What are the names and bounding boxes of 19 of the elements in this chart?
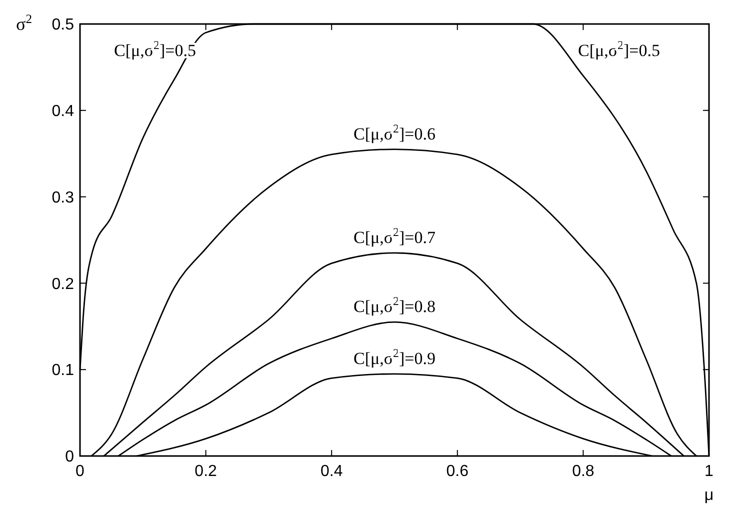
- y-tick-label: 0.1: [52, 362, 74, 380]
- x-tick-label: 0: [76, 463, 85, 480]
- y-axis-title: σ$^{2}$: [16, 12, 32, 34]
- y-tick-label: 0.2: [52, 276, 74, 293]
- x-tick-label: 0.4: [320, 463, 343, 480]
- x-tick-label: 0.2: [194, 463, 218, 480]
- text: C[μ,σ$^{2}$]=0.5: [578, 38, 660, 60]
- series-label: C[μ,σ$^{2}$]=0.7: [354, 224, 436, 247]
- y-tick-label: 0.5: [52, 16, 74, 34]
- y-tick-label: 0.4: [52, 103, 74, 120]
- x-axis-title: μ: [704, 487, 714, 504]
- series-label: C[μ,σ$^{2}$]=0.6: [354, 121, 436, 144]
- series-label: C[μ,σ$^{2}$]=0.8: [354, 294, 436, 316]
- x-tick-label: 0.8: [572, 463, 594, 480]
- x-tick-label: 1: [704, 463, 714, 480]
- series-label: C[μ,σ$^{2}$]=0.9: [354, 346, 436, 368]
- x-tick-label: 0.6: [446, 463, 469, 480]
- y-tick-label: 0.3: [52, 189, 74, 206]
- y-tick-label: 0: [65, 448, 74, 466]
